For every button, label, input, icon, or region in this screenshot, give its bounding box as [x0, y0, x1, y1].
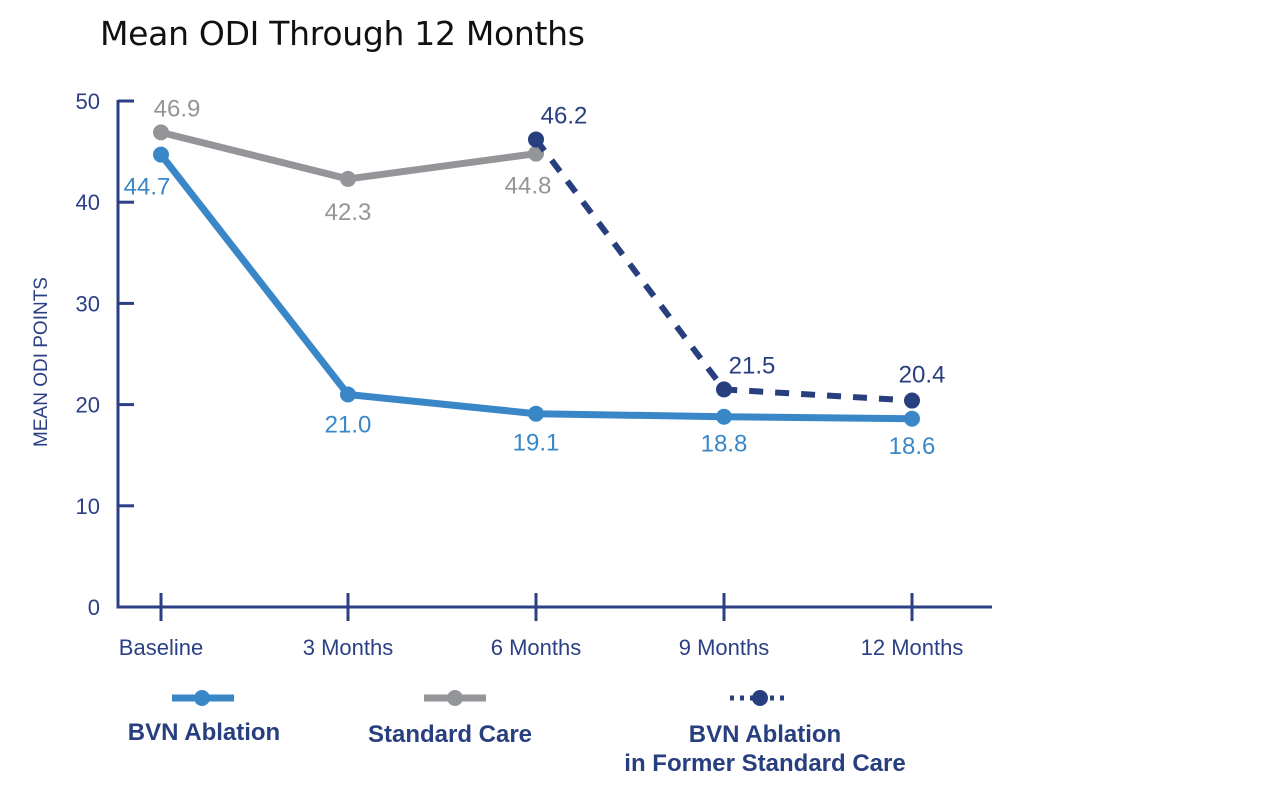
data-point [340, 386, 356, 403]
data-label: 21.5 [729, 352, 776, 379]
x-tick-label: 6 Months [491, 635, 582, 660]
y-axis-label: MEAN ODI POINTS [31, 277, 52, 447]
legend-swatch-marker-1 [447, 690, 463, 706]
data-point [528, 131, 544, 148]
y-tick-label: 40 [76, 190, 100, 215]
data-point [153, 146, 169, 163]
data-point [904, 392, 920, 409]
legend-label-line-1: BVN Ablation [688, 721, 842, 748]
data-point [153, 124, 169, 141]
chart-title: Mean ODI Through 12 Months [100, 14, 585, 53]
y-tick-label: 30 [76, 291, 100, 316]
x-tick-label: Baseline [119, 635, 203, 660]
data-point [904, 410, 920, 427]
legend-label-standard-care: Standard Care [367, 721, 533, 748]
data-point [340, 170, 356, 187]
x-tick-label: 12 Months [861, 635, 964, 660]
legend-swatch-marker-0 [194, 690, 210, 706]
x-tick-label: 9 Months [679, 635, 770, 660]
legend-label-line-2: in Former Standard Care [624, 750, 906, 777]
data-label: 20.4 [899, 362, 946, 389]
y-tick-label: 50 [76, 89, 100, 114]
data-label: 46.9 [154, 95, 201, 122]
data-point [716, 408, 732, 425]
legend-swatch-marker-2 [752, 690, 768, 706]
y-tick-label: 20 [76, 393, 100, 418]
legend-label-bvn-ablation: BVN Ablation [127, 719, 281, 746]
data-point [716, 381, 732, 398]
data-label: 46.2 [541, 102, 588, 129]
data-label: 44.8 [505, 173, 552, 200]
legend-label-bvn-former-standard-care: BVN Ablation in Former Standard Care [600, 720, 930, 778]
data-label: 18.8 [701, 431, 748, 458]
data-label: 42.3 [325, 199, 372, 226]
data-label: 19.1 [513, 430, 560, 457]
data-label: 44.7 [124, 174, 171, 201]
data-label: 18.6 [889, 433, 936, 460]
x-tick-label: 3 Months [303, 635, 394, 660]
data-label: 21.0 [325, 411, 372, 438]
y-tick-label: 10 [76, 494, 100, 519]
y-tick-label: 0 [88, 595, 100, 620]
series-line-2 [533, 137, 913, 404]
data-point [528, 405, 544, 422]
